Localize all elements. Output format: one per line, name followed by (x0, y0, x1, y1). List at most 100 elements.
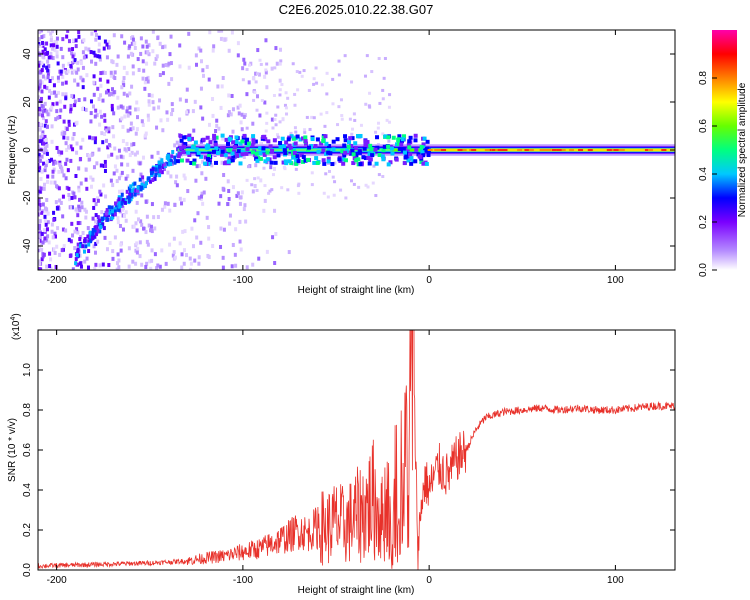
spectrogram-cell (85, 73, 89, 78)
spectrogram-cell (128, 105, 132, 110)
spectrogram-cell (283, 167, 287, 171)
spectrogram-cell (130, 84, 134, 89)
spectrogram-cell (77, 30, 81, 35)
spectrogram-cell (65, 185, 69, 190)
spectrogram-cell (45, 86, 49, 91)
spectrogram-cell (158, 156, 162, 161)
spectrogram-cell (199, 194, 203, 199)
spectrogram-cell (141, 179, 145, 184)
spectrogram-cell (154, 173, 158, 178)
spectrogram-cell (49, 180, 53, 185)
spectrogram-cell (227, 197, 231, 202)
spectrogram-cell (178, 196, 182, 201)
spectrogram-cell (236, 53, 240, 58)
spectrogram-cell (251, 189, 255, 194)
spectrogram-cell (238, 239, 242, 244)
spectrogram-cell (46, 68, 50, 73)
spectrogram-cell (145, 77, 149, 82)
spectrogram-cell (126, 128, 130, 133)
spectrogram-cell (228, 221, 232, 226)
spectrogram-cell (56, 206, 60, 211)
spectrogram-cell (107, 205, 111, 210)
spectrogram-cell (165, 110, 169, 115)
spectrogram-cell (109, 70, 113, 75)
spectrogram-cell (215, 118, 219, 123)
spectrogram-cell (287, 143, 292, 148)
spectrogram-cell (79, 145, 83, 150)
spectrogram-cell (207, 122, 211, 127)
spectrogram-cell (271, 173, 275, 177)
spectrogram-cell (73, 58, 77, 63)
spectrogram-cell (76, 82, 80, 87)
spectrogram-cell (178, 117, 182, 122)
spectrogram-cell (220, 30, 224, 33)
spectrogram-cell (212, 136, 217, 141)
spectrogram-cell (381, 174, 385, 178)
spectrogram-cell (38, 95, 40, 100)
spectrogram-cell (45, 197, 49, 202)
spectrogram-cell (59, 200, 63, 205)
y-tick-label: 0.0 (22, 563, 33, 577)
spectrogram-cell (261, 146, 266, 151)
spectrogram-cell (113, 235, 117, 240)
spectrogram-cell (391, 135, 396, 140)
spectrogram-cell (39, 176, 43, 181)
spectrogram-cell (111, 183, 115, 188)
spectrogram-cell (230, 264, 234, 269)
spectrogram-cell (98, 263, 102, 268)
spectrogram-cell (109, 73, 113, 78)
spectrogram-cell (140, 262, 144, 267)
spectrogram-cell (38, 194, 40, 199)
spectrogram-cell (383, 56, 387, 60)
spectrogram-cell (44, 163, 48, 168)
spectrogram-cell (92, 205, 96, 210)
spectrogram-cell (151, 49, 155, 54)
spectrogram-cell (220, 84, 224, 89)
spectrogram-cell (89, 175, 93, 180)
spectrogram-cell (40, 257, 44, 262)
spectrogram-cell (92, 198, 96, 203)
spectrogram-cell (99, 93, 103, 98)
spectrogram-cell (116, 95, 120, 100)
spectrogram-cell (39, 122, 43, 127)
spectrogram-cell (175, 159, 180, 164)
spectrogram-cell (106, 145, 110, 150)
spectrogram-cell (211, 113, 215, 118)
spectrogram-cell (227, 136, 232, 141)
spectrogram-cell (263, 184, 267, 188)
spectrogram-cell (389, 146, 394, 151)
y-tick-label: -20 (22, 190, 33, 205)
spectrogram-cell (402, 134, 407, 139)
spectrogram-core (391, 148, 430, 152)
spectrogram-cell (83, 207, 87, 212)
spectrogram-cell (107, 129, 111, 134)
spectrogram-cell (49, 55, 53, 60)
spectrogram-cell (74, 207, 78, 212)
spectrogram-cell (178, 133, 183, 138)
spectrogram-cell (49, 36, 53, 41)
spectrogram-cell (298, 137, 303, 142)
spectrogram-cell (39, 43, 43, 48)
spectrogram-cell (113, 70, 117, 75)
spectrogram-cell (169, 158, 173, 163)
spectrogram-cell (357, 185, 361, 189)
spectrogram-cell (130, 150, 134, 155)
x-tick-label: 100 (607, 575, 624, 586)
spectrogram-cell (69, 106, 73, 111)
spectrogram-cell (111, 249, 115, 254)
spectrogram-cell (46, 72, 50, 77)
spectrogram-cell (221, 186, 225, 191)
spectrogram-cell (284, 91, 288, 95)
spectrogram-cell (125, 106, 129, 111)
spectrogram-cell (255, 72, 259, 76)
snr-x-label: Height of straight line (km) (298, 585, 415, 596)
spectrogram-cell (106, 88, 110, 93)
spectrogram-cell (63, 130, 67, 135)
spectrogram-cell (146, 79, 150, 84)
spectrogram-cell (292, 150, 297, 155)
spectrogram-cell (405, 147, 410, 152)
spectrogram-cell (305, 115, 309, 119)
spectrogram-cell (145, 261, 149, 266)
spectrogram-cell (121, 105, 125, 110)
y-tick-label: 0.4 (22, 483, 33, 497)
